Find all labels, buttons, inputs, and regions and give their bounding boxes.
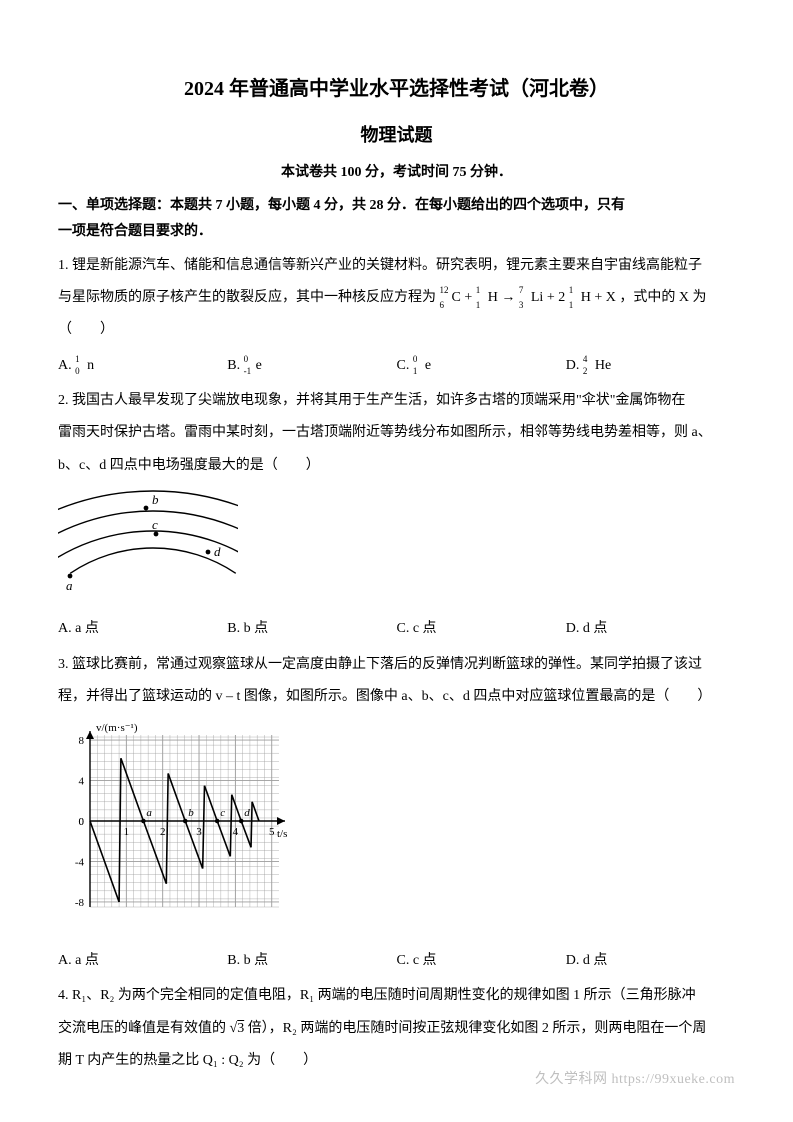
question-3: 3. 篮球比赛前，常通过观察篮球从一定高度由静止下落后的反弹情况判断篮球的弹性。…: [58, 649, 735, 713]
q1-text-c: ，式中的 X 为: [619, 290, 706, 305]
q3-options: A. a 点 B. b 点 C. c 点 D. d 点: [58, 948, 735, 975]
q2-figure: a bc d: [58, 486, 735, 607]
svg-text:8: 8: [79, 735, 85, 747]
q1-option-c: C. 01e: [397, 353, 566, 380]
svg-text:4: 4: [233, 826, 239, 838]
q4-text-b-post: 倍），R₂ 两端的电压随时间按正弦规律变化如图 2 所示，则两电阻在一个周: [244, 1021, 706, 1036]
q2-text-a: 2. 我国古人最早发现了尖端放电现象，并将其用于生产生活，如许多古塔的顶端采用"…: [58, 393, 685, 408]
question-1: 1. 锂是新能源汽车、储能和信息通信等新兴产业的关键材料。研究表明，锂元素主要来…: [58, 250, 735, 347]
svg-text:v/(m·s⁻¹): v/(m·s⁻¹): [96, 722, 138, 734]
question-4: 4. R₁、R₂ 为两个完全相同的定值电阻，R₁ 两端的电压随时间周期性变化的规…: [58, 980, 735, 1077]
q4-sqrt3: √3: [230, 1021, 245, 1036]
q3-option-c: C. c 点: [397, 948, 566, 975]
section-1-line2: 一项是符合题目要求的．: [58, 224, 212, 239]
svg-text:0: 0: [79, 816, 85, 828]
q2-option-b: B. b 点: [227, 616, 396, 643]
svg-text:-8: -8: [75, 897, 85, 909]
q2-option-c: C. c 点: [397, 616, 566, 643]
svg-text:5: 5: [269, 826, 275, 838]
question-2: 2. 我国古人最早发现了尖端放电现象，并将其用于生产生活，如许多古塔的顶端采用"…: [58, 385, 735, 482]
section-1-line1: 一、单项选择题：本题共 7 小题，每小题 4 分，共 28 分．在每小题给出的四…: [58, 198, 625, 213]
svg-text:c: c: [220, 807, 225, 819]
svg-text:2: 2: [160, 826, 166, 838]
exam-page: 2024 年普通高中学业水平选择性考试（河北卷） 物理试题 本试卷共 100 分…: [0, 0, 793, 1122]
q1-option-b: B. 0-1e: [227, 353, 396, 380]
exam-info: 本试卷共 100 分，考试时间 75 分钟．: [58, 160, 735, 187]
svg-text:1: 1: [124, 826, 130, 838]
svg-text:b: b: [152, 492, 159, 507]
vt-graph: 12345-8-40480v/(m·s⁻¹)t/sabcd: [58, 717, 293, 927]
q4-text-c: 期 T 内产生的热量之比 Q₁ : Q₂ 为（ ）: [58, 1053, 317, 1068]
q3-option-d: D. d 点: [566, 948, 735, 975]
q3-figure: 12345-8-40480v/(m·s⁻¹)t/sabcd: [58, 717, 735, 938]
q2-option-a: A. a 点: [58, 616, 227, 643]
q1-option-d: D. 42He: [566, 353, 735, 380]
q1-text-a: 1. 锂是新能源汽车、储能和信息通信等新兴产业的关键材料。研究表明，锂元素主要来…: [58, 258, 702, 273]
q2-options: A. a 点 B. b 点 C. c 点 D. d 点: [58, 616, 735, 643]
svg-text:d: d: [244, 807, 250, 819]
svg-text:d: d: [214, 544, 221, 559]
section-1-heading: 一、单项选择题：本题共 7 小题，每小题 4 分，共 28 分．在每小题给出的四…: [58, 193, 735, 246]
q1-option-a: A. 10n: [58, 353, 227, 380]
q1-text-d: （ ）: [58, 322, 114, 337]
equipotential-diagram: a bc d: [58, 486, 238, 596]
q2-text-c: b、c、d 四点中电场强度最大的是（ ）: [58, 458, 320, 473]
q4-text-b-pre: 交流电压的峰值是有效值的: [58, 1021, 230, 1036]
svg-text:-4: -4: [75, 857, 85, 869]
svg-text:3: 3: [196, 826, 202, 838]
exam-subject: 物理试题: [58, 118, 735, 152]
svg-text:a: a: [146, 807, 152, 819]
q3-option-b: B. b 点: [227, 948, 396, 975]
q3-text-b: 程，并得出了篮球运动的 v – t 图像，如图所示。图像中 a、b、c、d 四点…: [58, 689, 711, 704]
exam-title: 2024 年普通高中学业水平选择性考试（河北卷）: [58, 70, 735, 108]
q1-text-b: 与星际物质的原子核产生的散裂反应，其中一种核反应方程为: [58, 290, 436, 305]
q3-text-a: 3. 篮球比赛前，常通过观察篮球从一定高度由静止下落后的反弹情况判断篮球的弹性。…: [58, 657, 702, 672]
svg-text:b: b: [188, 807, 194, 819]
q2-text-b: 雷雨天时保护古塔。雷雨中某时刻，一古塔顶端附近等势线分布如图所示，相邻等势线电势…: [58, 425, 712, 440]
q4-text-a: 4. R₁、R₂ 为两个完全相同的定值电阻，R₁ 两端的电压随时间周期性变化的规…: [58, 988, 696, 1003]
svg-text:a: a: [66, 578, 73, 593]
q3-option-a: A. a 点: [58, 948, 227, 975]
svg-text:t/s: t/s: [277, 828, 287, 840]
svg-text:c: c: [152, 517, 158, 532]
q1-equation: 126C + 11H → 73Li + 2 11H + X: [440, 290, 620, 305]
watermark: 久久学科网 https://99xueke.com: [535, 1067, 735, 1094]
q2-option-d: D. d 点: [566, 616, 735, 643]
svg-text:4: 4: [79, 776, 85, 788]
q1-options: A. 10n B. 0-1e C. 01e D. 42He: [58, 353, 735, 380]
